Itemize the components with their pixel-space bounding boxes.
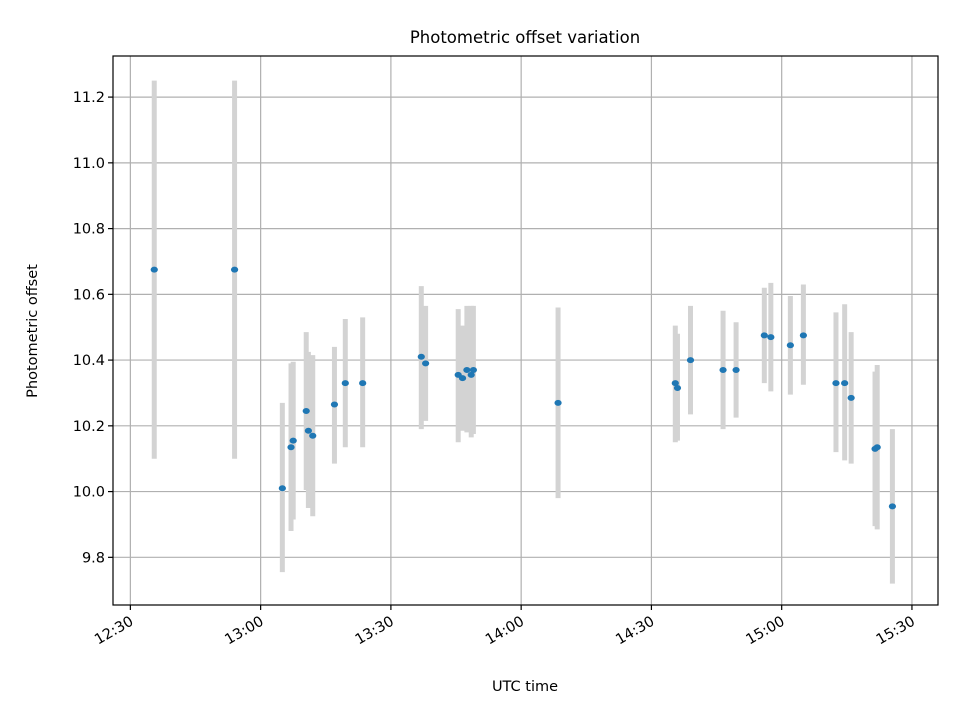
data-point [278,485,286,492]
data-point [841,380,849,387]
data-point [673,385,682,392]
y-tick-label: 10.2 [73,419,105,435]
y-tick-label: 10.4 [73,353,105,369]
data-point [760,332,768,339]
data-point [458,375,467,382]
y-tick-label: 10.8 [73,222,105,238]
x-tick-label: 15:30 [874,614,918,649]
data-point [422,360,430,367]
data-point [341,380,349,387]
data-point [799,332,807,339]
data-point [302,408,310,415]
data-point [304,427,312,434]
y-tick-label: 10.0 [73,485,105,501]
data-point [847,394,855,401]
grid [113,56,938,605]
data-point [873,444,881,451]
y-tick-label: 9.8 [82,550,105,566]
data-point [554,399,562,406]
data-point [832,380,840,387]
plot-frame [112,55,939,606]
data-point [767,334,775,341]
data-point [732,366,740,373]
y-tick-label: 11.2 [73,90,105,106]
data-point [463,366,471,373]
x-tick-label: 14:00 [483,614,527,649]
y-axis-label: Photometric offset [25,264,41,398]
x-tick-label: 15:00 [743,614,787,649]
x-tick-label: 12:30 [92,614,136,649]
data-point [719,366,727,373]
data-point [417,353,425,360]
x-tick-label: 14:30 [613,614,657,649]
data-point [359,380,367,387]
data-point [330,401,339,408]
data-point [309,432,317,439]
x-tick-label: 13:30 [353,614,397,649]
data-point [686,357,695,364]
data-point [287,444,295,451]
y-tick-label: 10.6 [73,287,105,303]
x-tick-label: 13:00 [222,614,266,649]
data-point [888,503,897,510]
data-point [786,342,794,349]
data-point [289,437,297,444]
x-axis-label: UTC time [492,679,558,695]
data-point [469,366,477,373]
chart-title: Photometric offset variation [410,28,640,47]
data-point [230,266,239,273]
data-points [150,266,897,510]
y-axis-ticks: 9.8 10.0 10.2 10.4 10.6 10.8 11.0 11.2 [73,90,113,566]
data-point [467,371,475,378]
data-point [150,266,158,273]
x-axis-ticks: 12:30 13:00 13:30 14:00 14:30 15:00 15:30 [92,605,918,648]
data-point [671,380,679,387]
y-tick-label: 11.0 [73,156,105,172]
